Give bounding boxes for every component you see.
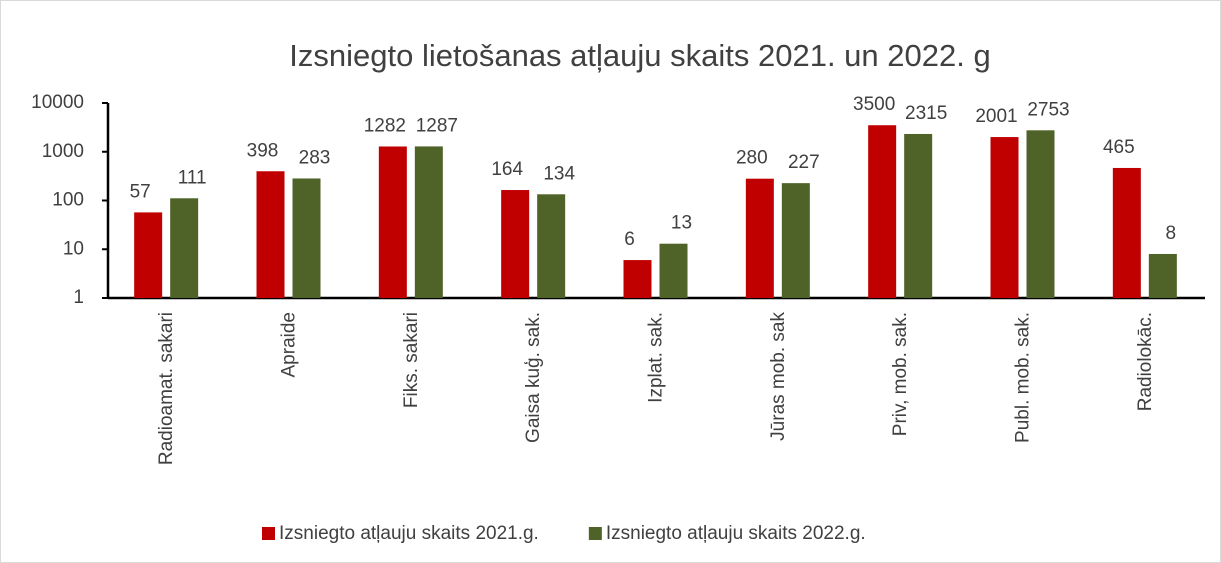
- data-label: 283: [299, 147, 331, 168]
- chart-title: Izsniegto lietošanas atļauju skaits 2021…: [289, 38, 990, 73]
- bar: [868, 125, 897, 298]
- data-label: 111: [178, 167, 207, 188]
- bar: [623, 260, 652, 298]
- x-tick-label: Izplat. sak.: [646, 312, 667, 403]
- bar: [292, 178, 321, 298]
- x-tick-label: Gaisa kuģ. sak.: [523, 312, 544, 443]
- data-label: 6: [624, 229, 635, 250]
- data-label: 2753: [1027, 99, 1069, 120]
- y-tick-label: 10: [63, 238, 84, 259]
- data-label: 398: [247, 140, 279, 161]
- data-label: 3500: [853, 94, 895, 115]
- bar: [1112, 167, 1141, 298]
- data-label: 8: [1166, 223, 1177, 244]
- data-label: 57: [130, 181, 151, 202]
- data-label: 1287: [416, 115, 458, 136]
- data-label: 2315: [905, 103, 947, 124]
- bar: [378, 146, 407, 298]
- y-tick-label: 1000: [42, 141, 84, 162]
- data-label: 280: [736, 148, 768, 169]
- y-tick-label: 100: [52, 190, 84, 211]
- legend-swatch: [588, 527, 602, 540]
- data-label: 227: [788, 152, 820, 173]
- data-label: 1282: [364, 116, 406, 137]
- bar: [781, 183, 810, 298]
- bar: [170, 198, 199, 298]
- data-label: 2001: [975, 106, 1017, 127]
- x-tick-label: Priv, mob. sak.: [890, 312, 911, 436]
- legend-label: Izsniegto atļauju skaits 2022.g.: [606, 523, 866, 544]
- data-label: 134: [543, 163, 575, 184]
- data-label: 13: [671, 213, 692, 234]
- x-tick-label: Apraide: [279, 312, 300, 378]
- bar: [256, 171, 285, 298]
- bar: [745, 178, 774, 298]
- y-tick-label: 1: [73, 287, 84, 308]
- bar: [134, 212, 163, 298]
- data-label: 164: [491, 159, 523, 180]
- x-tick-label: Publ. mob. sak.: [1013, 312, 1034, 443]
- x-tick-label: Radioamat. sakari: [156, 312, 177, 465]
- x-tick-label: Jūras mob. sak: [768, 312, 789, 441]
- bar: [537, 194, 566, 298]
- bar: [904, 133, 933, 298]
- data-label: 465: [1103, 137, 1135, 158]
- bar: [1026, 130, 1055, 298]
- y-tick-label: 10000: [31, 92, 84, 113]
- bar: [501, 190, 530, 298]
- bar: [1148, 253, 1177, 298]
- bar: [659, 243, 688, 298]
- legend-swatch: [262, 527, 275, 540]
- bar: [414, 146, 443, 298]
- x-tick-label: Fiks. sakari: [401, 312, 422, 408]
- bar: [990, 137, 1019, 298]
- legend-label: Izsniegto atļauju skaits 2021.g.: [279, 523, 539, 544]
- x-tick-label: Radiolokāc.: [1135, 312, 1156, 411]
